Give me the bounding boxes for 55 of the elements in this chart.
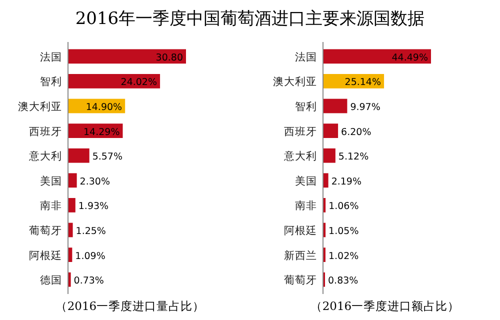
data-label: 6.20% — [341, 126, 372, 138]
data-label: 5.12% — [338, 152, 369, 163]
data-label: 2.30% — [80, 176, 110, 188]
y-tick-label: 德国 — [40, 274, 62, 287]
y-tick-label: 澳大利亚 — [273, 75, 317, 88]
y-tick-label: 法国 — [40, 50, 62, 64]
data-label: 1.06% — [328, 201, 359, 212]
bar — [323, 124, 338, 138]
bar — [68, 222, 73, 238]
bar — [68, 148, 90, 163]
y-tick-label: 阿根廷 — [29, 250, 62, 262]
data-label: 44.49% — [392, 52, 428, 64]
bar — [323, 148, 336, 163]
data-label: 0.83% — [328, 276, 358, 287]
data-label: 24.02% — [120, 77, 158, 88]
data-label: 1.02% — [328, 250, 359, 262]
data-label: 1.09% — [75, 250, 106, 262]
data-label: 14.90% — [86, 102, 122, 113]
y-tick-label: 意大利 — [283, 150, 317, 163]
y-tick-label: 智利 — [295, 100, 317, 113]
text: （2016一季度进口额占比） — [310, 299, 460, 313]
bar — [68, 198, 76, 212]
y-tick-label: 澳大利亚 — [18, 100, 62, 113]
data-label: 1.05% — [328, 226, 359, 237]
data-label: 25.14% — [344, 77, 382, 88]
bar — [68, 272, 71, 287]
y-tick-label: 智利 — [40, 75, 62, 88]
data-label: 30.80 — [156, 52, 183, 64]
data-label: 2.19% — [331, 176, 362, 188]
y-tick-label: 葡萄牙 — [29, 224, 62, 237]
text: （2016一季度进口量占比） — [55, 299, 205, 313]
data-label: 0.73% — [74, 276, 104, 287]
y-tick-label: 阿根廷 — [284, 225, 317, 237]
y-tick-label: 南非 — [40, 199, 62, 212]
data-label: 1.25% — [76, 226, 106, 237]
y-tick-label: 葡萄牙 — [284, 274, 317, 287]
data-label: 5.57% — [92, 152, 123, 163]
bar — [68, 74, 160, 88]
bar — [323, 98, 348, 114]
y-tick-label: 意大利 — [28, 150, 62, 163]
y-tick-label: 南非 — [295, 199, 317, 212]
y-tick-label: 新西兰 — [284, 248, 317, 262]
data-label: 1.93% — [78, 201, 109, 212]
y-tick-label: 美国 — [295, 174, 317, 188]
bar — [68, 173, 77, 188]
y-tick-label: 美国 — [40, 174, 62, 188]
bar — [68, 49, 186, 64]
bar — [323, 173, 328, 188]
data-label: 14.29% — [84, 126, 120, 138]
text: 2016年一季度中国葡萄酒进口主要来源国数据 — [75, 9, 425, 29]
bar — [323, 49, 431, 64]
data-label: 9.97% — [350, 102, 380, 113]
y-tick-label: 西班牙 — [29, 124, 62, 138]
y-tick-label: 法国 — [295, 50, 317, 64]
y-tick-label: 西班牙 — [284, 124, 317, 138]
